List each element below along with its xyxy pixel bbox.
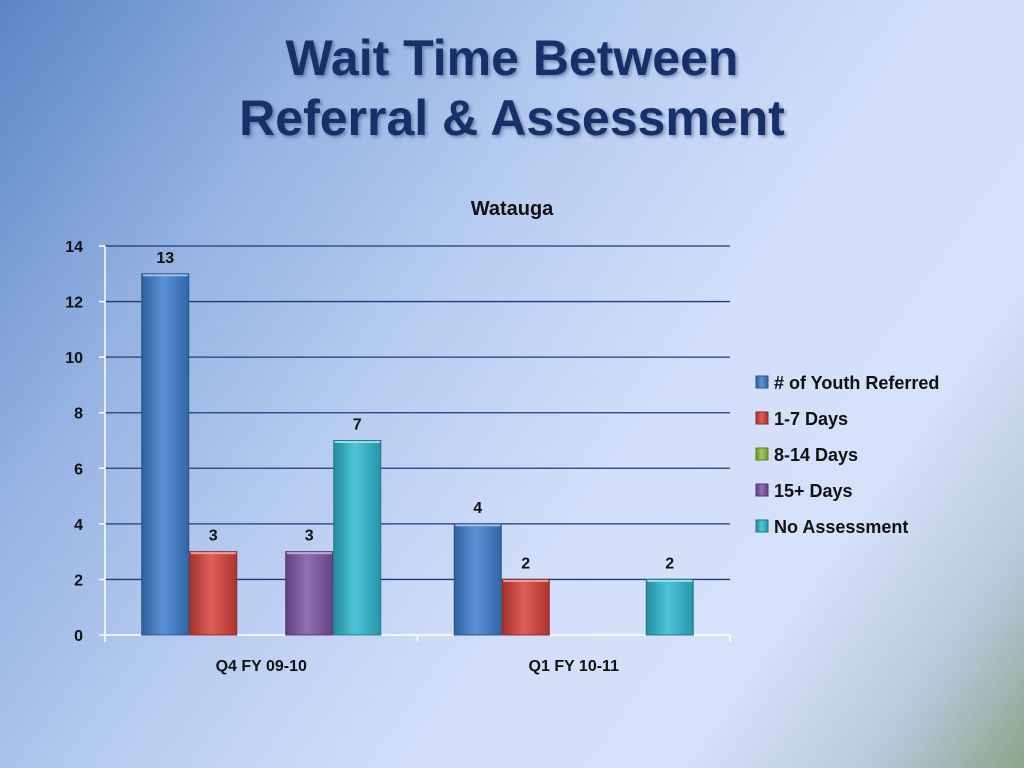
- y-tick-label: 8: [74, 406, 83, 423]
- data-label: 2: [521, 555, 530, 572]
- legend-label: # of Youth Referred: [774, 373, 939, 393]
- bar-highlight: [455, 524, 501, 527]
- bars: [141, 273, 694, 636]
- bar: [453, 523, 502, 636]
- data-label: 13: [156, 250, 174, 267]
- legend-swatch: [755, 411, 769, 425]
- legend-swatch: [755, 483, 769, 497]
- data-label: 3: [209, 528, 218, 545]
- data-label: 3: [305, 528, 314, 545]
- slide-title-line-1: Wait Time Between: [285, 30, 739, 86]
- legend-swatch: [755, 519, 769, 533]
- y-tick-label: 0: [74, 628, 83, 645]
- bar: [189, 551, 238, 636]
- bar: [645, 578, 694, 636]
- data-label: 4: [473, 500, 482, 517]
- legend-label: 15+ Days: [774, 481, 853, 501]
- bar-highlight: [190, 552, 236, 555]
- bar: [285, 551, 334, 636]
- x-category-label: Q1 FY 10-11: [529, 658, 620, 675]
- legend-label: No Assessment: [774, 517, 908, 537]
- legend-swatch: [755, 375, 769, 389]
- data-label: 7: [353, 417, 362, 434]
- y-tick-label: 4: [74, 517, 83, 534]
- slide-title-line-2: Referral & Assessment: [239, 90, 785, 146]
- bar-highlight: [334, 441, 380, 443]
- y-tick-label: 12: [65, 295, 83, 312]
- slide-title: Wait Time Between Referral & Assessment: [0, 28, 1024, 148]
- legend-swatch: [755, 447, 769, 461]
- legend-label: 1-7 Days: [774, 409, 848, 429]
- data-label: 2: [665, 555, 674, 572]
- bar-highlight: [286, 552, 332, 555]
- legend: # of Youth Referred 1-7 Days 8-14 Days 15+ …: [755, 373, 939, 537]
- legend-label: 8-14 Days: [774, 445, 858, 465]
- y-tick-label: 6: [74, 461, 83, 478]
- bar-highlight: [503, 579, 549, 582]
- gridlines: [105, 245, 730, 581]
- bar-highlight: [142, 274, 188, 277]
- x-category-label: Q4 FY 09-10: [216, 658, 307, 675]
- y-tick-label: 10: [65, 350, 83, 367]
- data-labels: 13 3 3 7 4 2 2: [156, 250, 674, 573]
- y-tick-label: 14: [65, 239, 83, 256]
- y-tick-label: 2: [74, 572, 83, 589]
- bar-highlight: [647, 579, 693, 582]
- bar: [141, 273, 190, 636]
- bar: [501, 578, 550, 636]
- chart-title: Watauga: [471, 198, 554, 220]
- bar: [333, 440, 382, 636]
